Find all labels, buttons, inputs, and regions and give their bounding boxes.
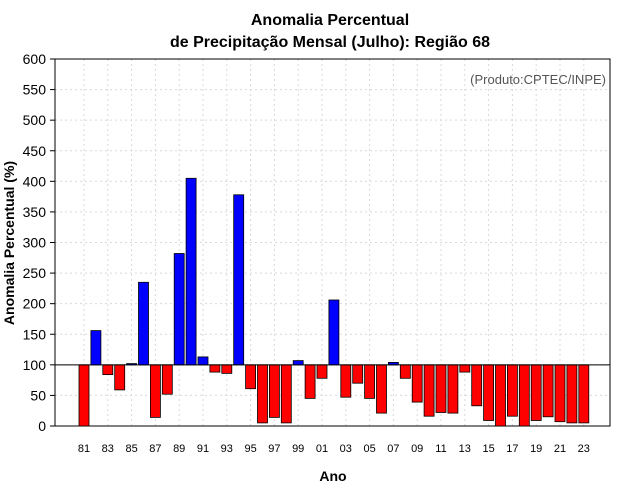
bar-1989 — [173, 253, 185, 366]
bar-1991 — [197, 356, 209, 366]
bar-2009 — [411, 364, 423, 403]
y-tick-label: 350 — [23, 204, 47, 220]
y-tick-label: 600 — [23, 51, 47, 67]
bar-2017 — [506, 364, 518, 417]
bar-1992 — [209, 364, 221, 373]
bar-1983 — [102, 364, 114, 375]
bar-2015 — [483, 364, 495, 421]
x-tick-label: 81 — [78, 443, 90, 455]
x-tick-label: 91 — [197, 443, 209, 455]
x-axis-label: Ano — [319, 468, 346, 484]
bar-1997 — [268, 364, 280, 418]
chart-subtitle: de Precipitação Mensal (Julho): Região 6… — [170, 34, 490, 51]
x-tick-label: 07 — [387, 443, 399, 455]
x-tick-label: 09 — [411, 443, 423, 455]
y-tick-label: 50 — [30, 387, 46, 403]
y-axis-label: Anomalia Percentual (%) — [1, 161, 17, 325]
bar-2006 — [376, 364, 387, 414]
bar-2012 — [447, 364, 459, 414]
bar-2008 — [399, 364, 411, 379]
bar-1990 — [185, 177, 197, 366]
bar-2019 — [530, 364, 542, 421]
bar-2011 — [435, 364, 447, 413]
bar-1999 — [292, 360, 304, 366]
bar-2001 — [316, 364, 328, 379]
bar-2003 — [340, 364, 352, 398]
y-tick-label: 150 — [23, 326, 47, 342]
bar-2022 — [566, 364, 578, 424]
bar-2004 — [352, 364, 364, 384]
x-tick-label: 87 — [149, 443, 161, 455]
y-tick-label: 100 — [23, 357, 47, 373]
chart-title: Anomalia Percentual — [251, 12, 409, 29]
x-tick-label: 23 — [578, 443, 590, 455]
y-axis: 0 50 100 150 200 250 300 350 400 450 500 550 600 — [23, 51, 55, 434]
x-tick-label: 05 — [363, 443, 375, 455]
x-tick-label: 11 — [435, 443, 446, 455]
bar-1993 — [221, 364, 233, 374]
x-tick-label: 15 — [482, 443, 494, 455]
bar-1996 — [257, 364, 268, 424]
y-tick-label: 550 — [23, 82, 47, 98]
bar-2005 — [364, 364, 376, 399]
bar-1987 — [149, 364, 161, 418]
x-tick-label: 03 — [340, 443, 352, 455]
y-tick-label: 250 — [23, 265, 47, 281]
bar-1988 — [161, 364, 173, 395]
y-tick-label: 500 — [23, 112, 47, 128]
bar-1981 — [78, 364, 90, 427]
bar-2010 — [423, 364, 435, 417]
x-tick-label: 21 — [554, 443, 566, 455]
x-tick-label: 97 — [268, 443, 280, 455]
x-tick-label: 13 — [459, 443, 471, 455]
x-tick-label: 95 — [244, 443, 256, 455]
bar-1994 — [233, 194, 245, 366]
y-tick-label: 300 — [23, 235, 47, 251]
x-tick-label: 93 — [221, 443, 233, 455]
x-tick-label: 99 — [292, 443, 304, 455]
x-axis: 81 83 85 87 89 91 93 95 97 99 01 03 05 07 09 11 13 15 17 19… — [78, 443, 590, 455]
bar-2013 — [459, 364, 471, 373]
bar-2021 — [554, 364, 566, 423]
bar-1984 — [114, 364, 126, 391]
bar-2016 — [495, 364, 506, 427]
bar-2002 — [328, 299, 340, 366]
bar-1986 — [138, 281, 149, 366]
bar-2014 — [471, 364, 483, 407]
x-tick-label: 85 — [125, 443, 137, 455]
bar-1982 — [90, 330, 102, 366]
bar-2023 — [578, 364, 590, 424]
bar-2000 — [304, 364, 316, 399]
x-tick-label: 01 — [316, 443, 328, 455]
bar-2018 — [518, 364, 530, 427]
bar-1998 — [280, 364, 292, 424]
y-tick-label: 0 — [38, 418, 46, 434]
x-tick-label: 19 — [530, 443, 542, 455]
bar-1995 — [245, 364, 257, 390]
x-tick-label: 89 — [173, 443, 185, 455]
credit-label: (Produto:CPTEC/INPE) — [470, 72, 606, 87]
bar-2020 — [542, 364, 554, 418]
y-tick-label: 450 — [23, 143, 47, 159]
y-tick-label: 200 — [23, 296, 47, 312]
y-tick-label: 400 — [23, 173, 47, 189]
bar-series — [78, 177, 590, 427]
x-tick-label: 83 — [102, 443, 114, 455]
x-tick-label: 17 — [506, 443, 518, 455]
